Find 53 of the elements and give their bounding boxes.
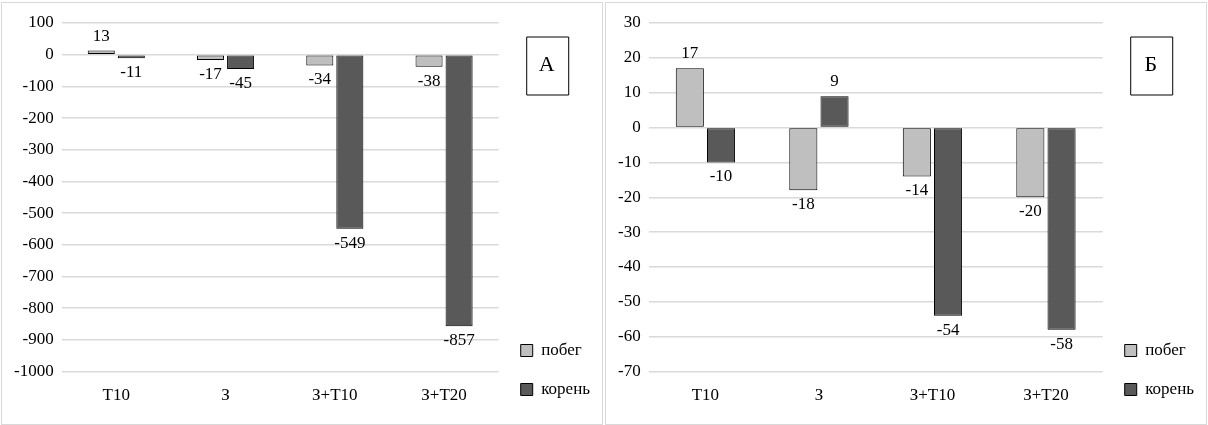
- x-tick-label: З: [814, 385, 824, 405]
- legend-label: побег: [541, 339, 582, 359]
- y-tick-label: 0: [632, 117, 641, 137]
- y-tick-label: -60: [617, 326, 641, 346]
- data-label: -10: [709, 166, 733, 186]
- data-label: 9: [830, 71, 839, 91]
- y-tick-label: -30: [617, 221, 641, 241]
- text: А: [538, 50, 555, 76]
- y-tick-label: -10: [617, 151, 641, 171]
- data-label: -45: [229, 72, 252, 92]
- y-tick-label: -200: [22, 107, 54, 127]
- data-label: -14: [905, 180, 929, 200]
- y-tick-label: -500: [22, 202, 54, 222]
- y-tick-label: -900: [22, 329, 54, 349]
- data-label: -11: [120, 62, 143, 82]
- data-label: -34: [308, 69, 332, 89]
- x-tick-label: Т10: [102, 385, 130, 405]
- text: Б: [1144, 50, 1158, 76]
- x-tick-label: Т10: [691, 385, 720, 405]
- data-label: -549: [334, 232, 366, 252]
- data-label: -857: [443, 330, 476, 350]
- y-tick-label: 30: [623, 12, 641, 32]
- data-label: -20: [1019, 201, 1042, 221]
- x-tick-label: З: [221, 385, 230, 405]
- legend-label: побег: [1145, 339, 1186, 359]
- data-label: 13: [92, 25, 110, 45]
- y-tick-label: -100: [22, 75, 54, 95]
- y-tick-label: -40: [617, 256, 641, 276]
- y-tick-label: -20: [617, 186, 641, 206]
- data-label: -18: [791, 194, 815, 214]
- legend-label: корень: [1145, 378, 1195, 398]
- y-tick-label: -1000: [13, 361, 54, 381]
- data-label: -54: [936, 319, 960, 339]
- data-label: 17: [681, 43, 699, 63]
- y-tick-label: -300: [22, 139, 54, 159]
- y-tick-label: 10: [623, 82, 641, 102]
- y-tick-label: -600: [22, 234, 54, 254]
- x-tick-label: З+Т20: [1023, 385, 1069, 405]
- legend-label: корень: [541, 378, 591, 398]
- y-tick-label: -700: [22, 266, 54, 285]
- y-tick-label: 100: [28, 12, 54, 32]
- y-tick-label: 20: [623, 47, 641, 67]
- y-tick-label: -70: [617, 361, 641, 381]
- y-tick-label: -800: [22, 297, 54, 317]
- y-tick-label: -400: [22, 170, 54, 190]
- data-label: -58: [1050, 333, 1073, 353]
- x-tick-label: З+Т10: [909, 385, 956, 405]
- data-label: -38: [417, 70, 441, 90]
- data-label: -17: [199, 64, 223, 84]
- x-tick-label: З+Т10: [312, 385, 358, 405]
- x-tick-label: З+Т20: [421, 385, 467, 405]
- y-tick-label: 0: [45, 44, 54, 64]
- y-tick-label: -50: [617, 291, 641, 311]
